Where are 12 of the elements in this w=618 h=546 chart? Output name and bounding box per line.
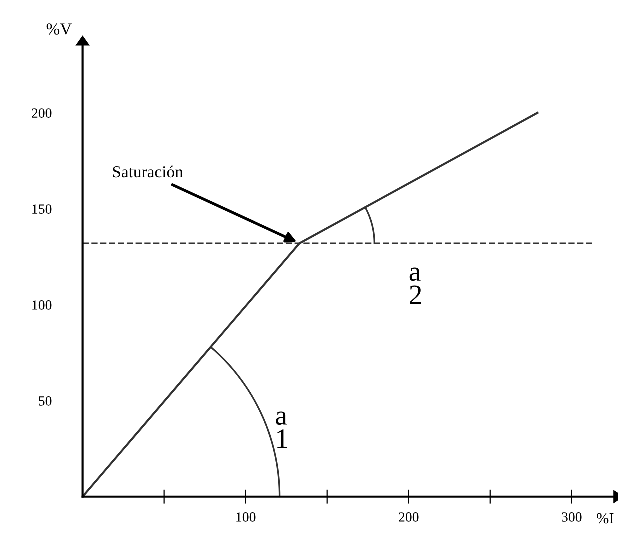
y-tick-label: 150 (32, 204, 52, 214)
x-tick-label: 300 (562, 512, 582, 522)
annotation: a 1 (276, 412, 288, 448)
y-tick-label: 50 (39, 396, 52, 406)
x-tick-label: 200 (399, 512, 419, 522)
x-axis-title: %I (597, 513, 614, 524)
y-tick-label: 200 (32, 108, 52, 118)
x-tick-label: 100 (236, 512, 256, 522)
y-tick-label: 100 (32, 300, 52, 310)
annotation: Saturación (113, 166, 184, 178)
y-axis-title: %V (46, 24, 72, 35)
annotation: a 2 (410, 268, 422, 304)
